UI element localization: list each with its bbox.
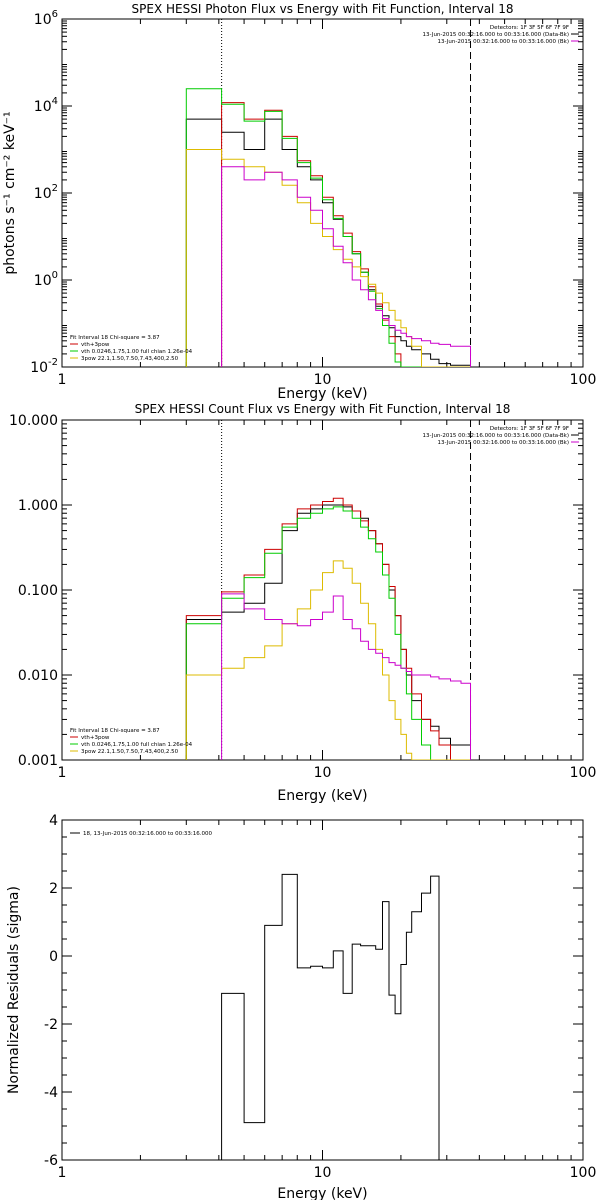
- y-tick-label: -2: [44, 1017, 58, 1033]
- series-line-3: [185, 88, 471, 367]
- chart-panel-2: 1 10 100 0.001 0.010 0.100 1.000 10.000 SPEX HES…: [9, 402, 596, 804]
- series-line-3: [185, 506, 471, 760]
- y-tick-label: 104: [34, 96, 58, 115]
- x-tick-label: 100: [570, 1165, 597, 1181]
- series-line-1: [185, 504, 471, 760]
- series-line-5: [221, 166, 471, 367]
- y-axis-label: photons s⁻¹ cm⁻² keV⁻¹: [2, 111, 18, 274]
- x-axis-label: Energy (keV): [277, 1186, 367, 1200]
- series-line-1: [221, 873, 440, 1160]
- series-line-4: [185, 149, 471, 367]
- chart-panel-3: 1 10 100 -6 -4 -2 0 2 4 Energy (keV) Normalized Re…: [6, 813, 596, 1200]
- legend-top-entry: Detectors: 1F 3F 5F 6F 7F 9F: [490, 426, 569, 432]
- y-tick-label: 0.010: [18, 668, 58, 684]
- series-line-2: [185, 497, 471, 760]
- y-tick-label: 4: [49, 813, 58, 829]
- x-tick-label: 10: [314, 1165, 332, 1181]
- y-tick-label: 2: [49, 881, 58, 897]
- legend-bottom-entry: Fit Interval 18 Chi-square = 3.87: [70, 728, 160, 734]
- chart-panel-1: 1 10 100 10-2 100 102 104 106 SPEX HESSI Photon …: [2, 2, 596, 402]
- x-tick-label: 1: [58, 372, 67, 388]
- x-tick-label: 10: [314, 765, 332, 781]
- legend-top-entry: 13-Jun-2015 00:32:16.000 to 00:33:16.000…: [423, 32, 569, 38]
- legend-top-entry: 13-Jun-2015 00:32:16.000 to 00:33:16.000…: [437, 440, 569, 446]
- y-tick-label: 1.000: [18, 498, 58, 514]
- x-tick-label: 10: [314, 372, 332, 388]
- x-tick-label: 100: [570, 765, 597, 781]
- legend-top-entry: Detectors: 1F 3F 5F 6F 7F 9F: [490, 25, 569, 31]
- series-line-5: [221, 593, 471, 760]
- series-line-4: [185, 560, 471, 760]
- legend-bottom-entry: 3pow 22.1,1.50,7.50,7.43,400,2.50: [81, 356, 179, 362]
- y-tick-label: 106: [34, 9, 58, 28]
- x-axis-label: Energy (keV): [277, 386, 367, 402]
- plot-frame: [61, 819, 584, 1161]
- y-tick-label: 10.000: [9, 413, 58, 429]
- y-tick-label: 10-2: [30, 357, 58, 376]
- y-tick-label: -6: [44, 1153, 58, 1169]
- x-tick-label: 1: [58, 1165, 67, 1181]
- legend-bottom-entry: vth+3pow: [81, 342, 110, 348]
- chart-title: SPEX HESSI Photon Flux vs Energy with Fi…: [132, 2, 514, 16]
- y-tick-label: 102: [34, 183, 58, 202]
- x-axis-label: Energy (keV): [277, 788, 367, 804]
- chart-title: SPEX HESSI Count Flux vs Energy with Fit…: [135, 402, 511, 416]
- legend-top-entry: 13-Jun-2015 00:32:16.000 to 00:33:16.000…: [437, 39, 569, 45]
- legend-bottom-entry: 3pow 22.1,1.50,7.50,7.43,400,2.50: [81, 749, 179, 755]
- series-line-1: [185, 118, 471, 367]
- y-tick-label: 0.001: [18, 753, 58, 769]
- y-axis-label: Normalized Residuals (sigma): [6, 886, 22, 1094]
- legend-left-entry: 18, 13-Jun-2015 00:32:16.000 to 00:33:16…: [83, 831, 213, 837]
- series-line-2: [221, 102, 471, 367]
- x-tick-label: 100: [570, 372, 597, 388]
- legend-bottom-entry: vth+3pow: [81, 735, 110, 741]
- y-tick-label: 100: [34, 270, 58, 289]
- x-tick-label: 1: [58, 765, 67, 781]
- legend-bottom-entry: vth 0.0246,1.75,1.00 full chian 1.26e-04: [81, 742, 193, 748]
- y-tick-label: 0: [49, 949, 58, 965]
- y-tick-label: -4: [44, 1085, 58, 1101]
- legend-bottom-entry: vth 0.0246,1.75,1.00 full chian 1.26e-04: [81, 349, 193, 355]
- y-tick-label: 0.100: [18, 583, 58, 599]
- legend-bottom-entry: Fit Interval 18 Chi-square = 3.87: [70, 335, 160, 341]
- legend-top-entry: 13-Jun-2015 00:32:16.000 to 00:33:16.000…: [423, 433, 569, 439]
